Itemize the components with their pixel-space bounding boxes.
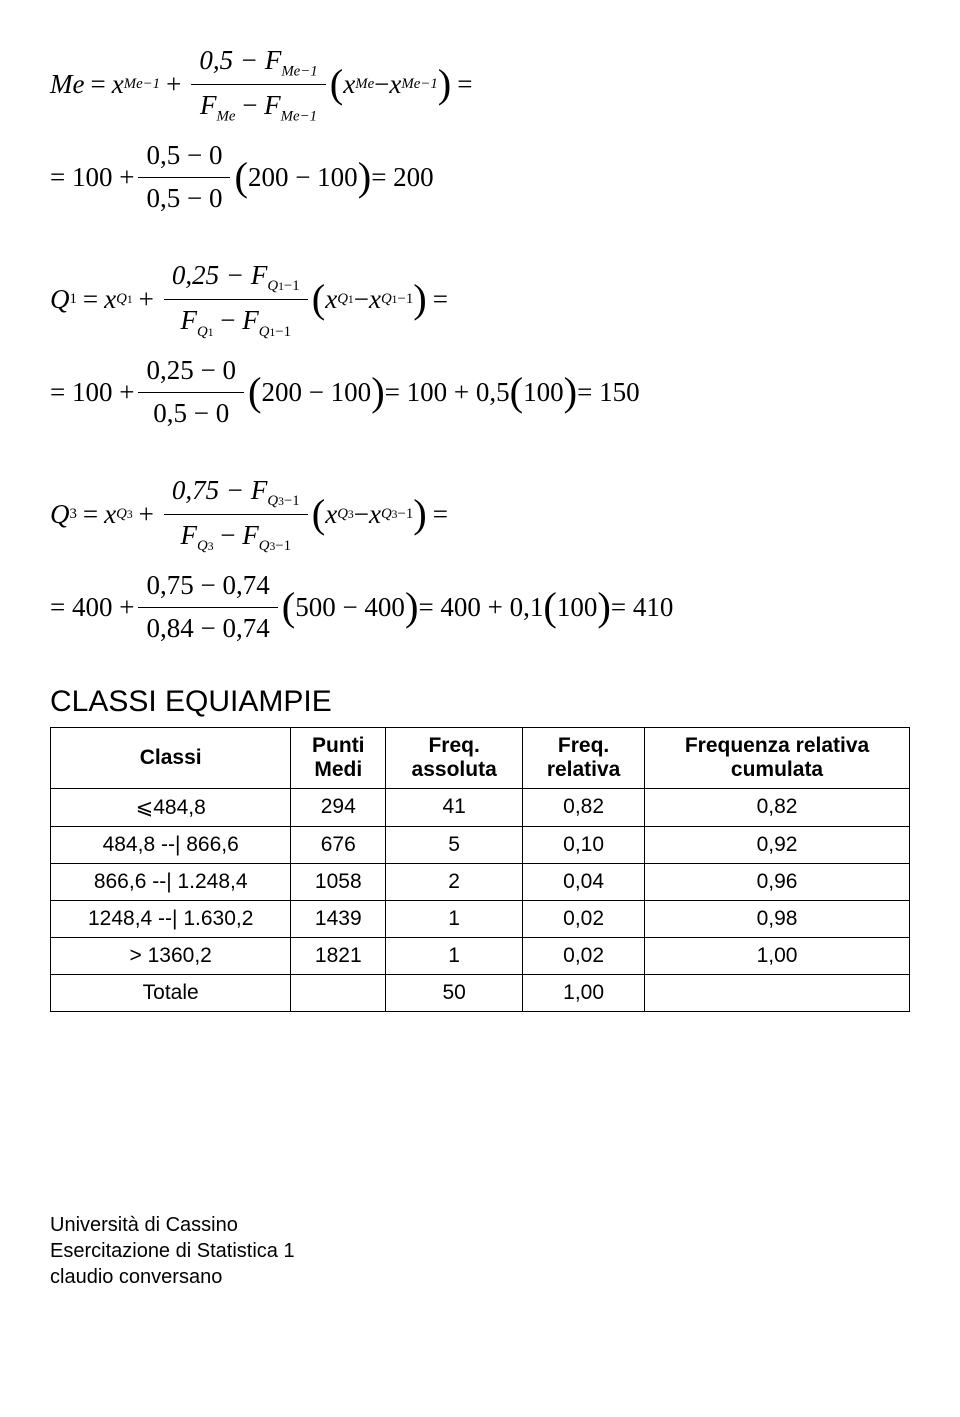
footer-line2: Esercitazione di Statistica 1 bbox=[50, 1238, 910, 1264]
table-cell: 1439 bbox=[291, 900, 386, 937]
table-cell: 0,02 bbox=[523, 937, 645, 974]
table-cell: 5 bbox=[386, 826, 523, 863]
table-cell: 0,10 bbox=[523, 826, 645, 863]
table-cell: 1,00 bbox=[523, 974, 645, 1011]
table-cell bbox=[291, 974, 386, 1011]
table-cell: 2 bbox=[386, 863, 523, 900]
table-cell: ⩽484,8 bbox=[51, 788, 291, 826]
table-cell: 0,82 bbox=[645, 788, 910, 826]
table-header-row: Classi PuntiMedi Freq.assoluta Freq.rela… bbox=[51, 727, 910, 788]
table-cell: 1 bbox=[386, 900, 523, 937]
table-cell: 1058 bbox=[291, 863, 386, 900]
table-cell: 866,6 --| 1.248,4 bbox=[51, 863, 291, 900]
table-cell: 1 bbox=[386, 937, 523, 974]
table-cell: 0,02 bbox=[523, 900, 645, 937]
table-cell: 0,96 bbox=[645, 863, 910, 900]
table-cell: 676 bbox=[291, 826, 386, 863]
table-row: 866,6 --| 1.248,4105820,040,96 bbox=[51, 863, 910, 900]
formula-q3: Q3 = xQ3 + 0,75 − FQ3−1 FQ3 − FQ3−1 ( xQ… bbox=[50, 470, 910, 650]
table-cell bbox=[645, 974, 910, 1011]
footer: Università di Cassino Esercitazione di S… bbox=[50, 1212, 910, 1290]
col-punti-medi: PuntiMedi bbox=[291, 727, 386, 788]
table-row: Totale 501,00 bbox=[51, 974, 910, 1011]
col-freq-relativa: Freq.relativa bbox=[523, 727, 645, 788]
frequency-table: Classi PuntiMedi Freq.assoluta Freq.rela… bbox=[50, 727, 910, 1012]
table-cell: 1248,4 --| 1.630,2 bbox=[51, 900, 291, 937]
table-cell: 41 bbox=[386, 788, 523, 826]
formula-q1: Q1 = xQ1 + 0,25 − FQ1−1 FQ1 − FQ1−1 ( xQ… bbox=[50, 255, 910, 435]
table-cell: 0,92 bbox=[645, 826, 910, 863]
col-classi: Classi bbox=[51, 727, 291, 788]
table-row: ⩽484,8294410,820,82 bbox=[51, 788, 910, 826]
table-row: 484,8 --| 866,667650,100,92 bbox=[51, 826, 910, 863]
table-cell: 0,98 bbox=[645, 900, 910, 937]
table-cell: > 1360,2 bbox=[51, 937, 291, 974]
table-cell: 1,00 bbox=[645, 937, 910, 974]
table-cell: 0,82 bbox=[523, 788, 645, 826]
col-freq-assoluta: Freq.assoluta bbox=[386, 727, 523, 788]
table-cell: 1821 bbox=[291, 937, 386, 974]
table-cell: 484,8 --| 866,6 bbox=[51, 826, 291, 863]
table-cell: Totale bbox=[51, 974, 291, 1011]
table-cell: 294 bbox=[291, 788, 386, 826]
me-lhs: Me bbox=[50, 66, 84, 104]
table-row: > 1360,2182110,021,00 bbox=[51, 937, 910, 974]
footer-line1: Università di Cassino bbox=[50, 1212, 910, 1238]
section-title: CLASSI EQUIAMPIE bbox=[50, 685, 910, 719]
table-row: 1248,4 --| 1.630,2143910,020,98 bbox=[51, 900, 910, 937]
footer-line3: claudio conversano bbox=[50, 1264, 910, 1290]
table-cell: 50 bbox=[386, 974, 523, 1011]
col-freq-cumulata: Frequenza relativacumulata bbox=[645, 727, 910, 788]
formula-me: Me = xMe−1 + 0,5 − FMe−1 FMe − FMe−1 ( x… bbox=[50, 40, 910, 220]
table-cell: 0,04 bbox=[523, 863, 645, 900]
